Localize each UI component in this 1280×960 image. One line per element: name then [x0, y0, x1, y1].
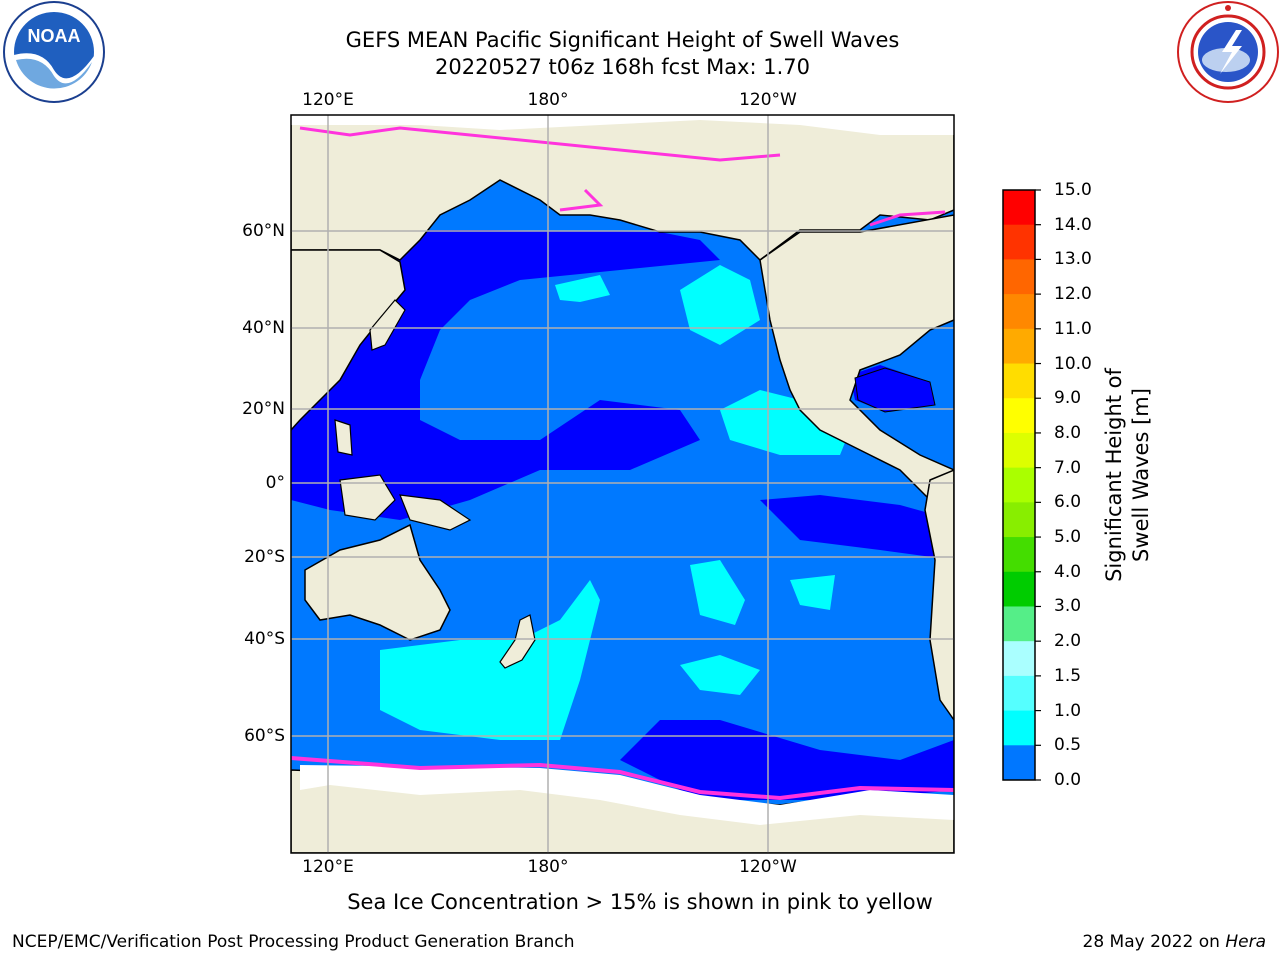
- colorbar-segment: [1003, 432, 1035, 469]
- colorbar-frame: [1002, 189, 1036, 781]
- ocean-light-1: [380, 580, 600, 740]
- colorbar-label: 5.0: [1054, 527, 1082, 548]
- colorbar-label: 15.0: [1054, 180, 1092, 200]
- land-australia: [304, 523, 451, 641]
- land-south-america: [924, 469, 954, 722]
- sea-ice-hudson: [869, 210, 946, 227]
- colorbar-segment: [1003, 467, 1035, 503]
- land-north-america: [759, 214, 954, 521]
- antarctic-ice-shelf: [300, 765, 954, 825]
- lon-tick-bottom-120e: 120°E: [302, 857, 354, 877]
- colorbar-label: 2.0: [1054, 631, 1082, 652]
- land-philippines: [334, 419, 353, 456]
- footer-credit: NCEP/EMC/Verification Post Processing Pr…: [12, 932, 575, 952]
- lat-tick-40s: 40°S: [244, 629, 285, 649]
- lon-tick-top-120e: 120°E: [302, 90, 354, 110]
- map-subtitle: 20220527 t06z 168h fcst Max: 1.70: [435, 55, 810, 79]
- map-frame: [290, 114, 955, 854]
- colorbar-label: 9.0: [1054, 388, 1082, 409]
- ocean-light-6: [680, 655, 760, 695]
- land-borneo: [339, 474, 396, 521]
- footer-date: 28 May 2022 on Hera: [1083, 932, 1267, 952]
- map-title: GEFS MEAN Pacific Significant Height of …: [345, 28, 900, 52]
- colorbar-segment: [1003, 675, 1035, 712]
- svg-text:NOAA: NOAA: [28, 26, 81, 46]
- colorbar-segment: [1003, 363, 1035, 399]
- colorbar-segment: [1003, 294, 1035, 330]
- colorbar-label: 13.0: [1054, 249, 1092, 270]
- colorbar-label: 3.0: [1054, 596, 1082, 617]
- colorbar-segment: [1003, 259, 1035, 295]
- lat-tick-20n: 20°N: [242, 399, 285, 419]
- noaa-logo: NOAA: [3, 1, 105, 103]
- colorbar-label: 0.0: [1054, 770, 1082, 790]
- colorbar-label: 7.0: [1054, 457, 1082, 478]
- colorbar-title: Significant Height of Swell Waves [m]: [1102, 368, 1153, 582]
- colorbar-segment: [1003, 710, 1035, 746]
- colorbar-label: 14.0: [1054, 214, 1092, 235]
- land-asia: [291, 249, 406, 432]
- lat-tick-40n: 40°N: [242, 318, 285, 338]
- footer-date-text: 28 May 2022 on: [1082, 932, 1220, 952]
- colorbar: [1002, 189, 1041, 781]
- colorbar-segment: [1003, 502, 1035, 538]
- colorbar-segment: [1003, 328, 1035, 365]
- lon-tick-top-180: 180°: [527, 90, 569, 110]
- lat-tick-60s: 60°S: [244, 726, 285, 746]
- arctic-ice: [291, 115, 954, 135]
- lon-tick-bottom-120w: 120°W: [739, 857, 797, 877]
- lon-tick-bottom-180: 180°: [527, 857, 569, 877]
- gulf-of-mexico: [854, 367, 936, 413]
- sea-ice-south: [291, 756, 954, 801]
- colorbar-label: 12.0: [1054, 284, 1092, 305]
- colorbar-label: 4.0: [1054, 561, 1082, 582]
- footer-host: Hera: [1225, 932, 1266, 952]
- colorbar-label: 1.5: [1054, 665, 1082, 686]
- nws-logo: [1177, 1, 1279, 103]
- graticule: [291, 115, 954, 853]
- lat-tick-60n: 60°N: [242, 221, 285, 241]
- ocean-dark-east: [760, 495, 954, 560]
- ocean-light-3: [680, 265, 760, 345]
- colorbar-segment: [1003, 641, 1035, 677]
- land-new-guinea: [399, 494, 472, 531]
- sea-ice-note: Sea Ice Concentration > 15% is shown in …: [347, 890, 933, 914]
- lat-tick-20s: 20°S: [244, 547, 285, 567]
- lon-tick-top-120w: 120°W: [739, 90, 797, 110]
- ocean-light-7: [790, 575, 835, 610]
- colorbar-segment: [1003, 745, 1035, 781]
- colorbar-label: 10.0: [1054, 353, 1092, 374]
- ocean-dark-south: [620, 720, 954, 800]
- colorbar-segment: [1003, 224, 1035, 260]
- colorbar-segment: [1003, 190, 1035, 226]
- ocean-light-5: [690, 560, 745, 625]
- ocean-light-4: [555, 275, 610, 302]
- colorbar-label: 11.0: [1054, 318, 1092, 339]
- colorbar-label: 6.0: [1054, 492, 1082, 513]
- colorbar-segment: [1003, 398, 1035, 434]
- colorbar-segment: [1003, 606, 1035, 642]
- colorbar-segment: [1003, 537, 1035, 573]
- colorbar-label: 8.0: [1054, 422, 1082, 443]
- sea-ice-north: [299, 126, 781, 162]
- land-new-zealand: [499, 614, 536, 669]
- colorbar-label: 1.0: [1054, 700, 1082, 721]
- sea-ice-bering: [559, 188, 604, 212]
- colorbar-label: 0.5: [1054, 735, 1082, 756]
- lat-tick-0: 0°: [265, 473, 285, 493]
- ocean-light-2: [720, 390, 850, 455]
- colorbar-segment: [1003, 571, 1035, 607]
